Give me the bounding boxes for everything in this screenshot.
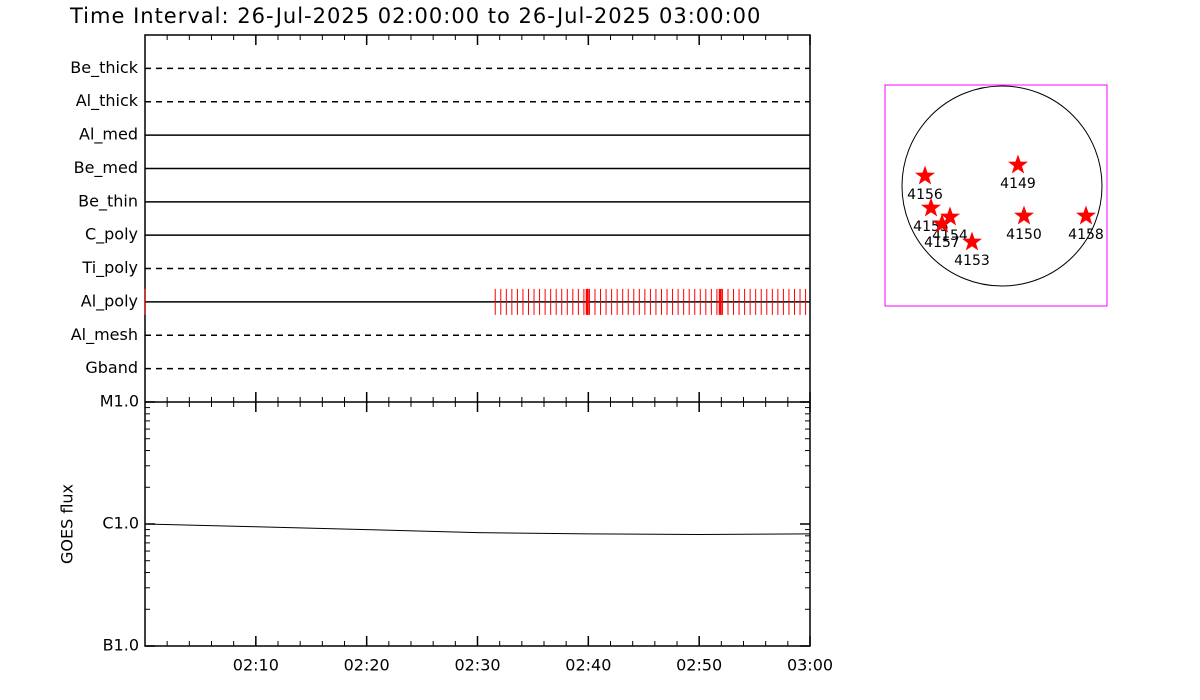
- region-star: [940, 206, 960, 226]
- region-star: [1014, 205, 1034, 225]
- row-label: Al_med: [79, 125, 138, 145]
- region-star: [932, 213, 952, 233]
- region-label: 4158: [1068, 227, 1104, 243]
- region-label: 4150: [1006, 227, 1042, 243]
- row-label: Ti_poly: [81, 258, 138, 278]
- y-tick-label: C1.0: [102, 514, 139, 533]
- x-tick-label: 02:40: [565, 656, 611, 675]
- region-star: [915, 165, 935, 185]
- region-star: [921, 197, 941, 217]
- row-label: Be_thick: [70, 58, 138, 78]
- region-label: 4154: [932, 228, 968, 244]
- region-label: 4153: [954, 253, 990, 269]
- row-label: Be_med: [74, 158, 138, 178]
- y-tick-label: M1.0: [100, 392, 139, 411]
- y-tick-label: B1.0: [103, 636, 139, 655]
- goes-flux-line: [144, 523, 811, 536]
- row-label: Al_poly: [81, 291, 138, 311]
- region-label: 4149: [1000, 176, 1036, 192]
- row-label: Al_thick: [76, 91, 139, 111]
- y-axis-label: GOES flux: [58, 484, 77, 564]
- region-star: [1076, 205, 1096, 225]
- plot-frame: [144, 34, 811, 647]
- region-star: [962, 231, 982, 251]
- row-label: Al_mesh: [71, 325, 138, 345]
- region-label: 4157: [924, 235, 960, 251]
- x-tick-label: 03:00: [787, 656, 833, 675]
- chart-title: Time Interval: 26-Jul-2025 02:00:00 to 2…: [69, 4, 761, 28]
- x-tick-label: 02:30: [454, 656, 500, 675]
- row-label: Be_thin: [78, 191, 138, 211]
- region-star: [1008, 154, 1028, 174]
- row-label: C_poly: [85, 225, 138, 245]
- x-tick-label: 02:20: [344, 656, 390, 675]
- x-tick-label: 02:50: [676, 656, 722, 675]
- map-frame: [884, 84, 1108, 307]
- x-tick-label: 02:10: [233, 656, 279, 675]
- row-label: Gband: [85, 358, 138, 377]
- region-label: 4156: [907, 187, 943, 203]
- solar-disk: [901, 85, 1103, 287]
